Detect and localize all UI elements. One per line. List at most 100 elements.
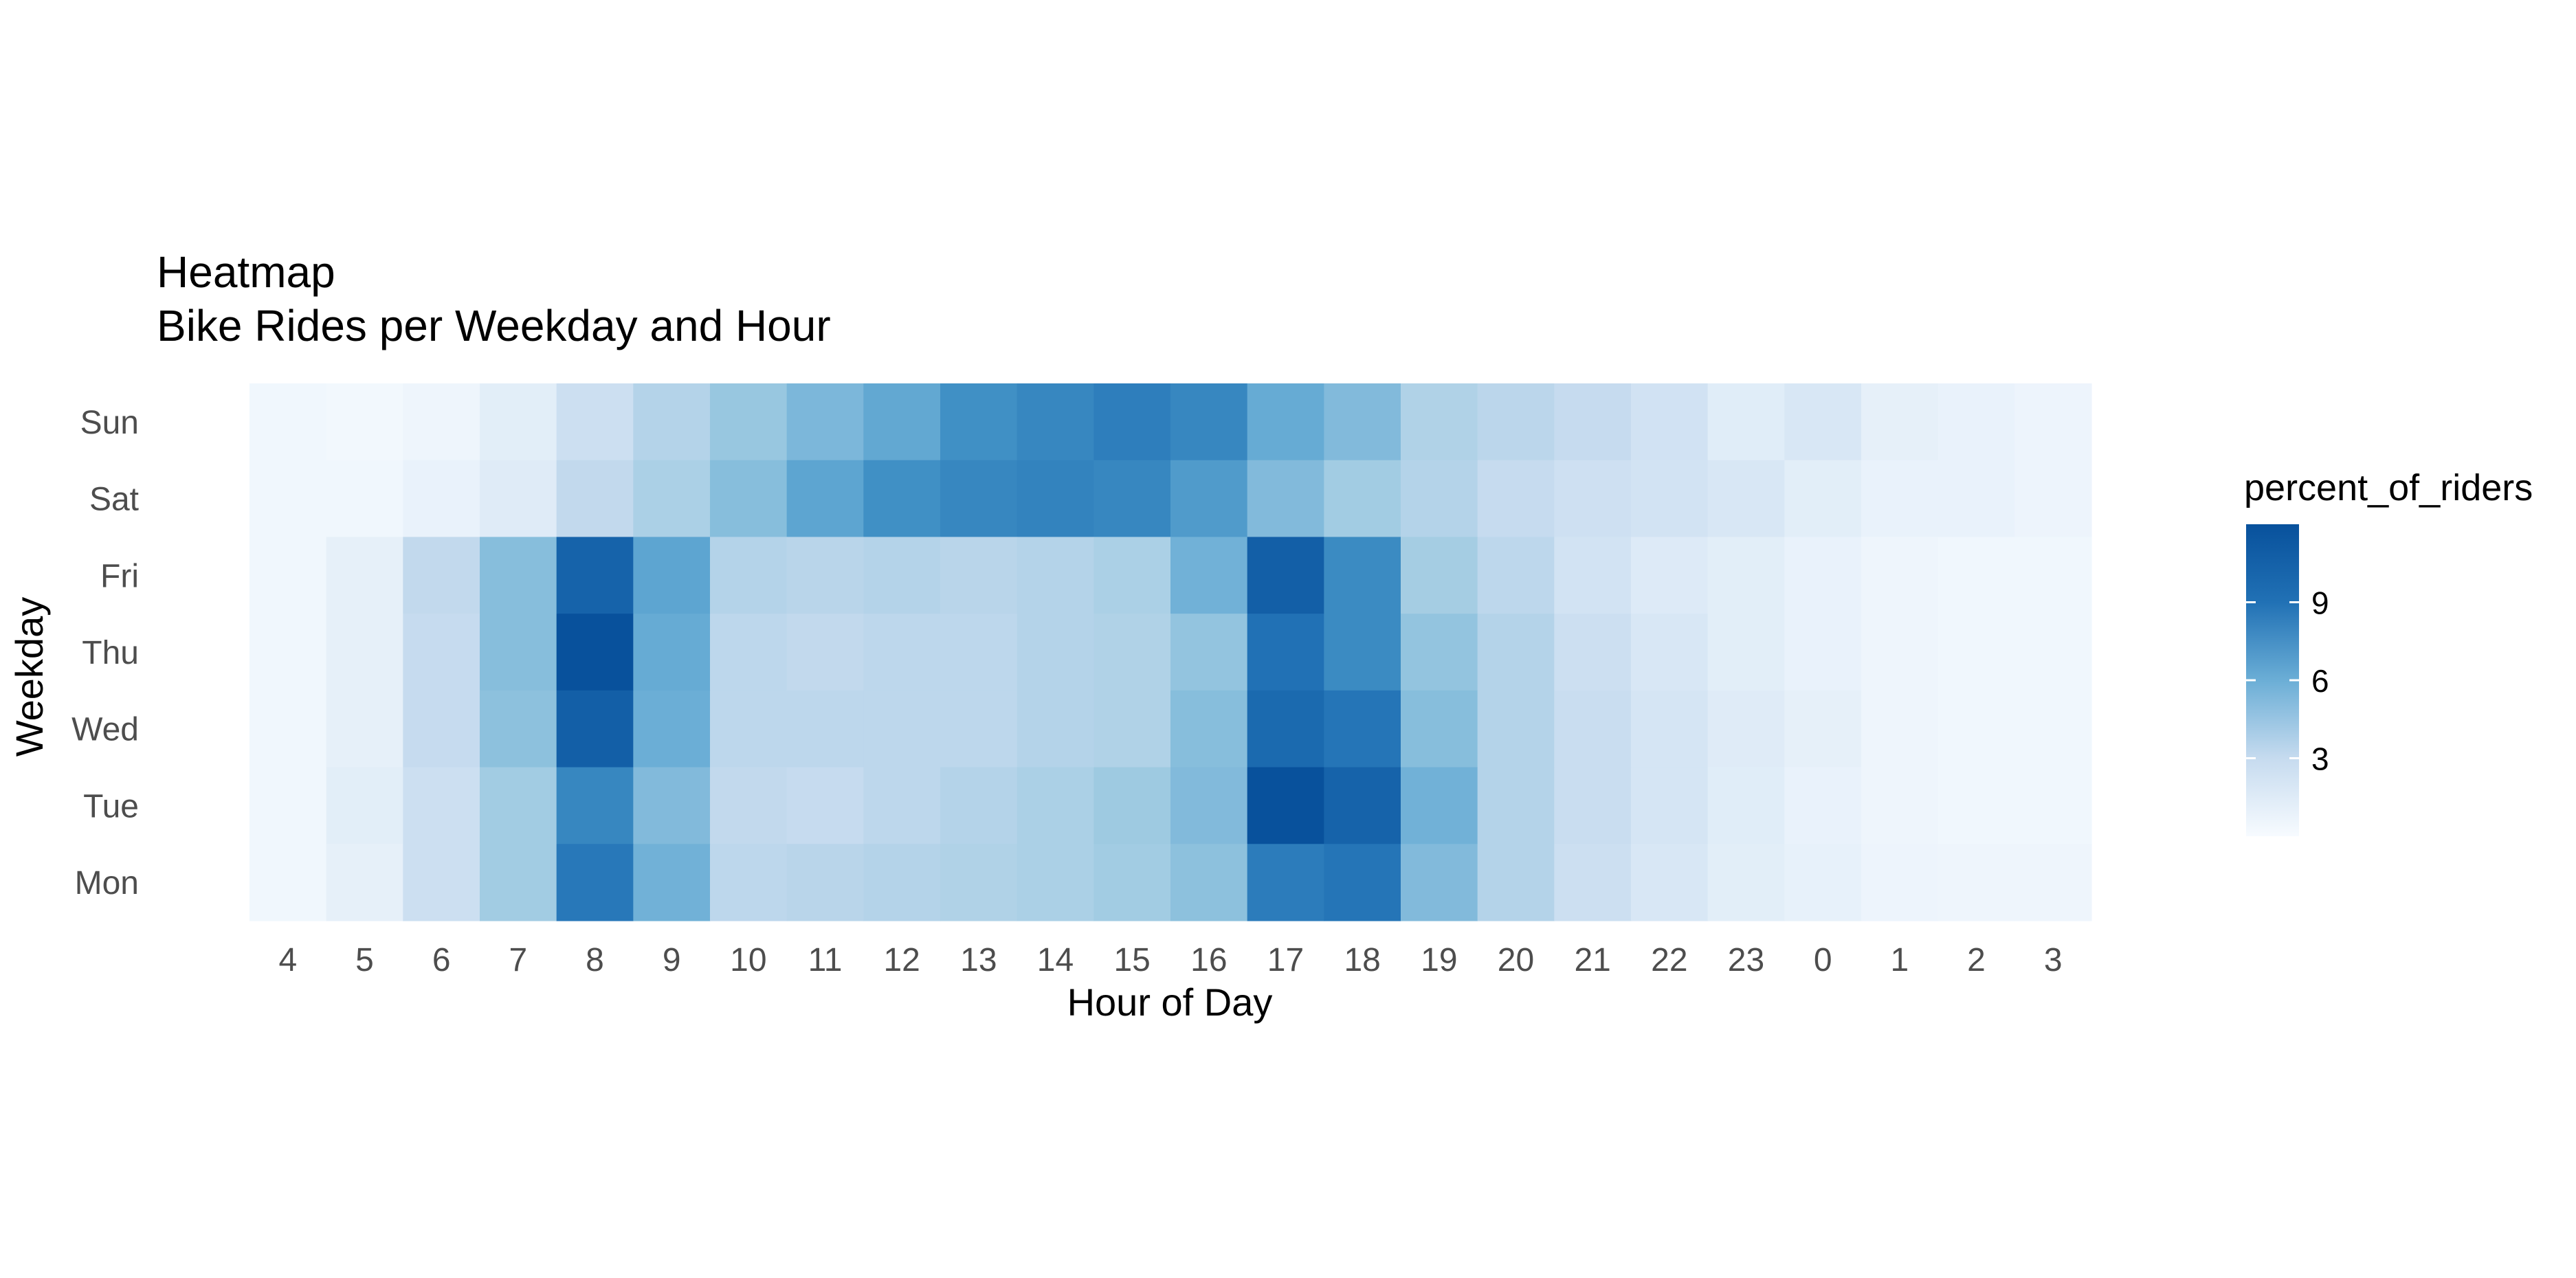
heatmap-cell-sun-3 <box>2014 383 2092 461</box>
heatmap-cell-sat-18 <box>1324 460 1401 538</box>
heatmap-cell-mon-14 <box>1017 844 1094 921</box>
y-tick-labels: Sun Sat Fri Thu Wed Tue Mon <box>71 405 139 901</box>
heatmap-cell-tue-8 <box>556 767 634 844</box>
heatmap-cell-sun-6 <box>403 383 480 461</box>
heatmap-cell-fri-0 <box>1784 537 1862 614</box>
heatmap-cell-sat-3 <box>2014 460 2092 538</box>
heatmap-cell-sat-21 <box>1554 460 1632 538</box>
heatmap-cell-wed-7 <box>480 690 557 768</box>
heatmap-cell-thu-23 <box>1707 614 1785 691</box>
heatmap-cell-sat-2 <box>1937 460 2015 538</box>
heatmap-cell-wed-15 <box>1093 690 1171 768</box>
heatmap-cell-sun-20 <box>1477 383 1555 461</box>
x-tick-label-5: 5 <box>355 942 374 978</box>
heatmap-cell-sat-14 <box>1017 460 1094 538</box>
heatmap-cell-sat-12 <box>863 460 941 538</box>
heatmap-cell-sat-13 <box>940 460 1018 538</box>
heatmap-cell-sat-19 <box>1401 460 1478 538</box>
heatmap-cell-thu-10 <box>710 614 788 691</box>
heatmap-cell-mon-22 <box>1631 844 1709 921</box>
heatmap-cell-wed-12 <box>863 690 941 768</box>
heatmap-cell-tue-16 <box>1170 767 1248 844</box>
heatmap-cell-sat-15 <box>1093 460 1171 538</box>
heatmap-cell-fri-13 <box>940 537 1018 614</box>
heatmap-cell-sat-23 <box>1707 460 1785 538</box>
x-tick-label-18: 18 <box>1344 942 1380 978</box>
y-tick-label-fri: Fri <box>100 558 139 594</box>
x-tick-label-4: 4 <box>278 942 297 978</box>
heatmap-cell-fri-16 <box>1170 537 1248 614</box>
heatmap-cell-tue-13 <box>940 767 1018 844</box>
heatmap-cell-thu-16 <box>1170 614 1248 691</box>
heatmap-cell-sat-10 <box>710 460 788 538</box>
heatmap-cell-wed-2 <box>1937 690 2015 768</box>
x-tick-label-13: 13 <box>960 942 997 978</box>
heatmap-cell-sun-11 <box>786 383 864 461</box>
heatmap-cell-fri-15 <box>1093 537 1171 614</box>
heatmap-cell-tue-18 <box>1324 767 1401 844</box>
heatmap-cell-tue-7 <box>480 767 557 844</box>
heatmap-cell-sun-1 <box>1861 383 1939 461</box>
heatmap-cell-tue-23 <box>1707 767 1785 844</box>
heatmap-cell-mon-6 <box>403 844 480 921</box>
heatmap-cell-tue-14 <box>1017 767 1094 844</box>
heatmap-cell-fri-17 <box>1247 537 1324 614</box>
heatmap-cell-tue-22 <box>1631 767 1709 844</box>
heatmap-cell-mon-9 <box>633 844 711 921</box>
x-tick-label-12: 12 <box>883 942 920 978</box>
heatmap-cell-fri-7 <box>480 537 557 614</box>
heatmap-cell-mon-15 <box>1093 844 1171 921</box>
heatmap-cell-wed-1 <box>1861 690 1939 768</box>
x-tick-label-17: 17 <box>1267 942 1304 978</box>
heatmap-cell-fri-20 <box>1477 537 1555 614</box>
x-tick-label-0: 0 <box>1814 942 1832 978</box>
heatmap-cell-mon-10 <box>710 844 788 921</box>
heatmap-cell-fri-22 <box>1631 537 1709 614</box>
heatmap-cell-thu-0 <box>1784 614 1862 691</box>
x-tick-label-10: 10 <box>730 942 766 978</box>
heatmap-cell-thu-5 <box>326 614 403 691</box>
x-tick-label-19: 19 <box>1421 942 1457 978</box>
heatmap-cell-wed-0 <box>1784 690 1862 768</box>
x-tick-label-11: 11 <box>808 942 843 978</box>
heatmap-cell-fri-4 <box>249 537 327 614</box>
heatmap-cell-sun-0 <box>1784 383 1862 461</box>
x-tick-label-1: 1 <box>1890 942 1909 978</box>
heatmap-cell-sat-4 <box>249 460 327 538</box>
legend-tick-label-6: 6 <box>2311 663 2329 699</box>
heatmap-cell-sun-12 <box>863 383 941 461</box>
heatmap-cell-mon-19 <box>1401 844 1478 921</box>
heatmap-cell-sat-8 <box>556 460 634 538</box>
heatmap-cell-sun-4 <box>249 383 327 461</box>
heatmap-cell-thu-7 <box>480 614 557 691</box>
heatmap-cell-wed-19 <box>1401 690 1478 768</box>
heatmap-cell-sat-17 <box>1247 460 1324 538</box>
heatmap-cell-mon-20 <box>1477 844 1555 921</box>
legend-title: percent_of_riders <box>2244 467 2533 508</box>
heatmap-cell-wed-21 <box>1554 690 1632 768</box>
heatmap-cell-mon-17 <box>1247 844 1324 921</box>
heatmap-cell-fri-21 <box>1554 537 1632 614</box>
heatmap-cell-sun-19 <box>1401 383 1478 461</box>
heatmap-cell-sat-20 <box>1477 460 1555 538</box>
legend-tick-label-9: 9 <box>2311 585 2329 621</box>
heatmap-cell-mon-13 <box>940 844 1018 921</box>
heatmap-cell-wed-8 <box>556 690 634 768</box>
heatmap-cell-wed-9 <box>633 690 711 768</box>
heatmap-cell-sat-16 <box>1170 460 1248 538</box>
heatmap-cell-tue-10 <box>710 767 788 844</box>
heatmap-cell-sun-18 <box>1324 383 1401 461</box>
heatmap-cell-thu-8 <box>556 614 634 691</box>
heatmap-cell-fri-10 <box>710 537 788 614</box>
heatmap-cell-fri-23 <box>1707 537 1785 614</box>
heatmap-cell-mon-8 <box>556 844 634 921</box>
heatmap-cell-tue-5 <box>326 767 403 844</box>
x-tick-label-16: 16 <box>1190 942 1227 978</box>
heatmap-cell-thu-15 <box>1093 614 1171 691</box>
heatmap-cell-sun-21 <box>1554 383 1632 461</box>
heatmap-cell-thu-11 <box>786 614 864 691</box>
heatmap-cell-mon-12 <box>863 844 941 921</box>
heatmap-cell-sun-13 <box>940 383 1018 461</box>
heatmap-cell-mon-3 <box>2014 844 2092 921</box>
heatmap-cell-wed-13 <box>940 690 1018 768</box>
